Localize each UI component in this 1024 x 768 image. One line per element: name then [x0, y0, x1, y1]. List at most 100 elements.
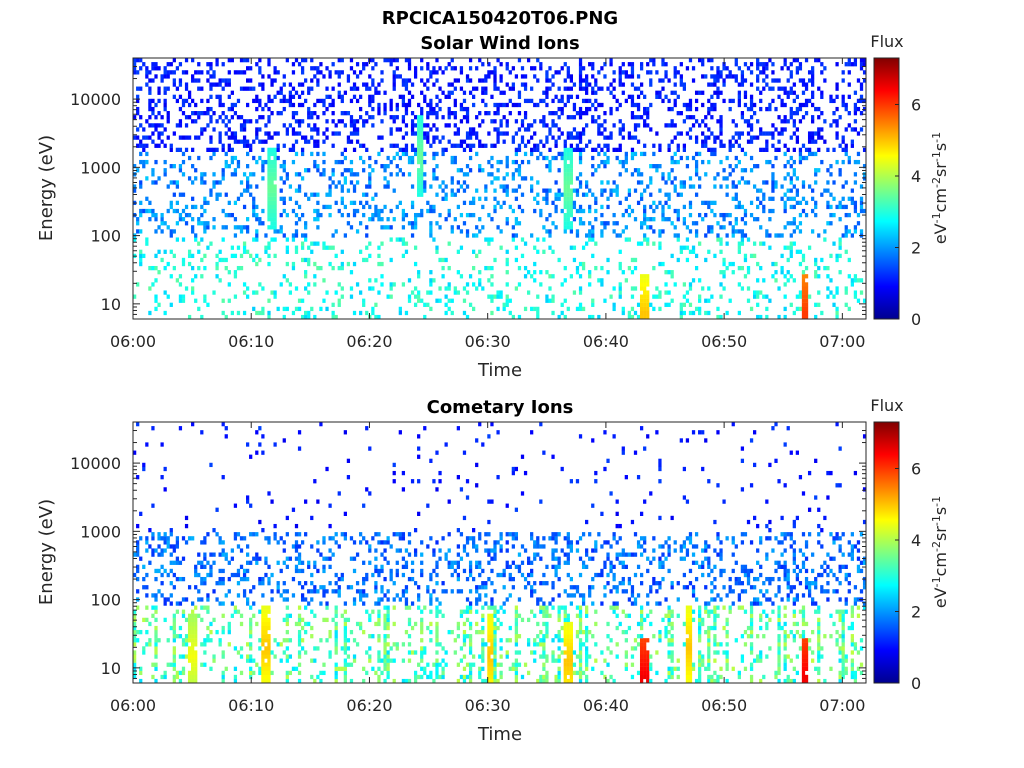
heatmap-cell	[142, 127, 146, 132]
heatmap-cell	[246, 568, 250, 574]
heatmap-cell	[261, 634, 265, 639]
heatmap-cell	[765, 106, 769, 112]
heatmap-cell	[200, 257, 204, 263]
heatmap-cell	[417, 674, 421, 680]
heatmap-cell	[294, 564, 299, 570]
heatmap-cell	[380, 282, 384, 287]
heatmap-cell	[511, 233, 515, 238]
heatmap-cell	[166, 662, 170, 667]
heatmap-cell	[502, 184, 506, 189]
heatmap-cell	[349, 270, 354, 275]
heatmap-cell	[233, 172, 238, 177]
heatmap-cell	[417, 180, 421, 185]
heatmap-cell	[722, 176, 726, 181]
heatmap-cell	[472, 196, 476, 201]
heatmap-cell	[279, 188, 283, 193]
heatmap-cell	[511, 102, 515, 108]
heatmap-cell	[713, 253, 717, 259]
heatmap-cell	[383, 621, 387, 627]
heatmap-cell	[459, 556, 464, 561]
heatmap-cell	[322, 74, 326, 79]
heatmap-cell	[792, 147, 796, 152]
heatmap-cell	[157, 86, 161, 91]
heatmap-cell	[704, 298, 708, 303]
heatmap-cell	[319, 306, 323, 312]
heatmap-cell	[133, 674, 137, 680]
heatmap-cell	[591, 119, 595, 124]
heatmap-cell	[517, 90, 522, 95]
heatmap-cell	[468, 58, 473, 63]
heatmap-cell	[267, 135, 271, 140]
heatmap-cell	[835, 119, 839, 124]
heatmap-cell	[536, 143, 540, 148]
x-tick-label: 06:20	[346, 332, 392, 351]
heatmap-cell	[478, 249, 482, 254]
heatmap-cell	[334, 589, 338, 594]
heatmap-cell	[691, 245, 696, 250]
heatmap-cell	[698, 278, 702, 283]
heatmap-cell	[807, 184, 812, 189]
heatmap-cell	[270, 180, 274, 185]
heatmap-cell	[853, 58, 858, 63]
heatmap-cell	[258, 282, 262, 287]
x-tick-label: 06:00	[110, 332, 156, 351]
heatmap-cell	[639, 306, 644, 312]
heatmap-cell	[438, 139, 442, 144]
heatmap-cell	[163, 90, 167, 95]
heatmap-cell	[294, 249, 299, 254]
heatmap-cell	[206, 78, 210, 83]
heatmap-cell	[505, 172, 509, 177]
heatmap-cell	[685, 131, 690, 136]
heatmap-cell	[310, 581, 314, 586]
heatmap-cell	[209, 135, 213, 140]
heatmap-cell	[481, 204, 485, 210]
heatmap-cell	[673, 98, 677, 104]
heatmap-cell	[288, 184, 293, 189]
heatmap-cell	[575, 143, 580, 148]
heatmap-cell	[246, 642, 250, 647]
heatmap-cell	[200, 597, 204, 602]
heatmap-cell	[300, 568, 305, 574]
heatmap-cell	[371, 78, 375, 83]
heatmap-cell	[499, 119, 503, 124]
heatmap-cell	[453, 560, 457, 565]
heatmap-cell	[154, 62, 158, 67]
heatmap-cell	[172, 585, 176, 590]
heatmap-cell	[603, 127, 607, 132]
heatmap-cell	[847, 257, 851, 263]
heatmap-cell	[316, 82, 320, 87]
heatmap-cell	[765, 159, 769, 165]
heatmap-cell	[133, 642, 137, 647]
heatmap-cell	[487, 237, 491, 242]
heatmap-cell	[517, 221, 522, 226]
heatmap-cell	[566, 135, 570, 140]
heatmap-cell	[181, 609, 186, 614]
heatmap-cell	[560, 208, 564, 214]
heatmap-cell	[670, 168, 674, 173]
heatmap-cell	[423, 184, 427, 189]
heatmap-cell	[517, 184, 522, 189]
heatmap-cell	[722, 98, 726, 104]
heatmap-cell	[352, 208, 357, 214]
heatmap-cell	[282, 196, 286, 201]
heatmap-cell	[157, 302, 161, 307]
heatmap-cell	[496, 306, 500, 312]
heatmap-cell	[249, 670, 253, 676]
heatmap-cell	[343, 511, 347, 516]
heatmap-cell	[569, 274, 573, 279]
heatmap-cell	[203, 208, 207, 214]
heatmap-cell	[859, 98, 864, 104]
heatmap-cell	[630, 74, 635, 79]
heatmap-cell	[441, 180, 445, 185]
heatmap-cell	[780, 265, 784, 271]
heatmap-cell	[154, 646, 158, 651]
heatmap-cell	[270, 176, 274, 181]
heatmap-cell	[346, 74, 351, 79]
heatmap-cell	[462, 629, 467, 635]
heatmap-cell	[236, 650, 241, 655]
heatmap-cell	[310, 127, 314, 132]
heatmap-cell	[682, 282, 686, 287]
heatmap-cell	[740, 233, 745, 238]
heatmap-cell	[224, 265, 228, 271]
heatmap-cell	[441, 589, 445, 594]
